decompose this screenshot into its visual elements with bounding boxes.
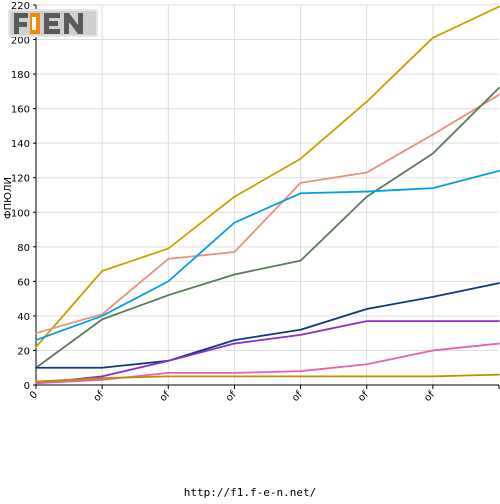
x-tick-label: of bbox=[356, 389, 371, 404]
y-tick-label: 80 bbox=[17, 243, 30, 254]
y-tick-label: 120 bbox=[11, 174, 30, 185]
series-line-8 bbox=[35, 373, 500, 383]
x-tick-label: of bbox=[290, 389, 305, 404]
series-line-3 bbox=[35, 87, 500, 369]
y-axis-title: ФПЮЛИ bbox=[3, 177, 14, 219]
x-tick-label: 0 bbox=[28, 389, 40, 401]
y-tick-label: 40 bbox=[17, 312, 30, 323]
series-line-2 bbox=[35, 93, 500, 335]
y-tick-label: 160 bbox=[11, 105, 30, 116]
y-tick-label: 180 bbox=[11, 70, 30, 81]
grid bbox=[36, 4, 499, 386]
x-tick-label: of bbox=[92, 389, 107, 404]
x-tick-label: of bbox=[422, 389, 437, 404]
series-line-5 bbox=[35, 282, 500, 369]
y-tick-label: 0 bbox=[24, 381, 30, 392]
logo bbox=[8, 9, 98, 37]
series-layer bbox=[35, 5, 500, 385]
footer-url: http://f1.f-e-n.net/ bbox=[183, 486, 317, 499]
y-tick-label: 200 bbox=[11, 36, 30, 47]
series-line-6 bbox=[35, 320, 500, 385]
axes bbox=[33, 4, 500, 389]
series-line-4 bbox=[35, 169, 500, 341]
y-tick-label: 220 bbox=[11, 1, 30, 12]
y-tick-label: 100 bbox=[11, 208, 30, 219]
y-tick-label: 140 bbox=[11, 139, 30, 150]
y-tick-label: 60 bbox=[17, 277, 30, 288]
y-tick-label: 20 bbox=[17, 346, 30, 357]
x-tick-label: of bbox=[158, 389, 173, 404]
x-tick-label: of bbox=[224, 389, 239, 404]
series-line-1 bbox=[35, 5, 500, 348]
